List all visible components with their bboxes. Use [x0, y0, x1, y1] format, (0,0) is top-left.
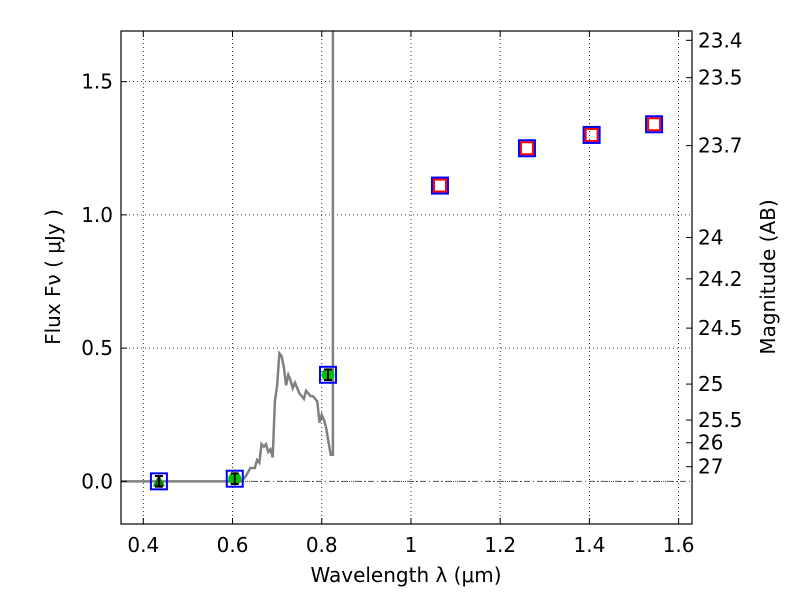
x-tick-label: 1	[405, 533, 418, 557]
x-tick-label: 1.2	[484, 533, 516, 557]
model-square	[645, 115, 664, 134]
x-tick-label: 1.6	[663, 533, 695, 557]
x-tick-label: 0.8	[306, 533, 338, 557]
y-tick-label: 1.0	[81, 203, 113, 227]
x-axis-ticks: 0.4 0.6 0.8 1 1.2 1.4 1.6	[127, 31, 695, 557]
model-square	[430, 176, 449, 195]
model-square	[582, 125, 601, 144]
data-points	[149, 115, 664, 491]
predicted-square	[519, 141, 534, 156]
predicted-square	[584, 127, 599, 142]
y-tick-label: 0.5	[81, 336, 113, 360]
magnitude-tick-label: 23.7	[698, 134, 743, 158]
magnitude-tick-label: 23.4	[698, 28, 743, 52]
model-spectrum-line	[121, 31, 335, 483]
x-tick-label: 1.4	[573, 533, 605, 557]
magnitude-tick-label: 24.2	[698, 267, 743, 291]
magnitude-tick-label: 25.5	[698, 408, 743, 432]
plot-frame	[120, 30, 693, 525]
magnitude-tick-label: 24.5	[698, 316, 743, 340]
magnitude-tick-label: 26	[698, 431, 723, 455]
model-square	[517, 139, 536, 158]
y-tick-label: 1.5	[81, 70, 113, 94]
plot-area	[121, 31, 692, 524]
magnitude-tick-label: 23.5	[698, 66, 743, 90]
y-axis-ticks: 0.0 0.5 1.0 1.5	[81, 70, 127, 493]
magnitude-tick-label: 25	[698, 372, 723, 396]
y-tick-label: 0.0	[81, 469, 113, 493]
predicted-square	[647, 117, 662, 132]
magnitude-tick-label: 27	[698, 455, 723, 479]
model-square	[225, 469, 244, 488]
magnitude-axis-label: Magnitude (AB)	[756, 199, 780, 354]
model-square	[149, 472, 168, 491]
predicted-square	[432, 178, 447, 193]
x-tick-label: 0.4	[127, 533, 159, 557]
x-tick-label: 0.6	[217, 533, 249, 557]
model-square	[318, 365, 337, 384]
y-axis-label: Flux Fν ( μJy )	[41, 209, 65, 345]
magnitude-tick-label: 24	[698, 226, 723, 250]
x-axis-label: Wavelength λ (μm)	[310, 563, 501, 587]
